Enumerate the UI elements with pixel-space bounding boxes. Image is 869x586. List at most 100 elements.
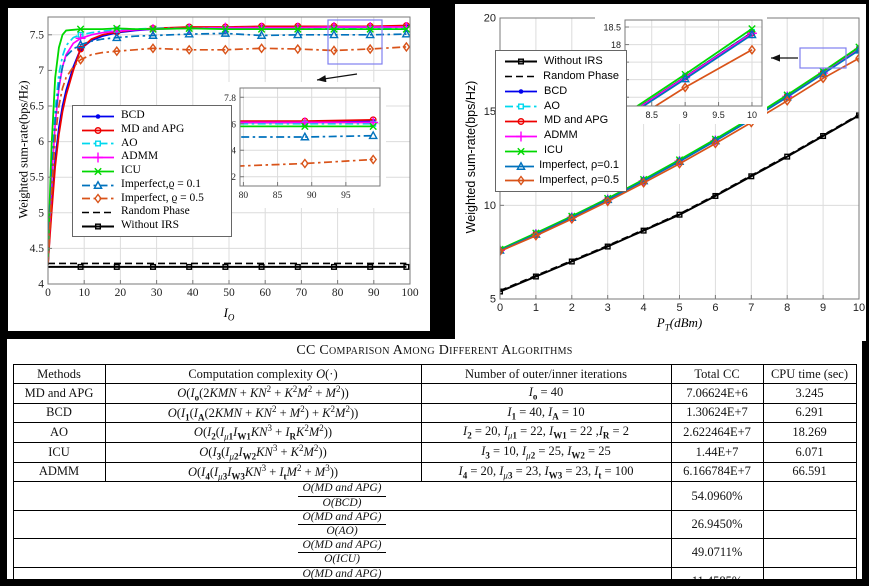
series-icu [48,27,407,265]
column-header: Methods [12,364,106,384]
ratio-numerator: O(MD and APG) [298,483,386,497]
x-tick-label: 30 [151,287,163,299]
x-axis-label: IO [223,305,235,323]
legend-item-without-irs: Without IRS [503,55,619,67]
legend-label: BCD [544,84,568,97]
cell-ratio-value: 26.9450% [670,509,764,540]
legend-label: MD and APG [544,114,609,127]
x-tick-label: 5 [676,302,682,314]
cell-ratio-value: 11.4585% [670,566,764,579]
legend-label: BCD [121,109,145,122]
legend-label: ICU [544,144,563,157]
table-row: BCD O(I1(IA(2KMN + KN2 + M2) + K2M2)) I1 =… [12,402,857,424]
legend-label: Without IRS [121,219,179,232]
legend-label: Random Phase [543,69,619,82]
cell-total_cc: 1.30624E+7 [670,402,764,424]
y-tick-label: 5.5 [30,172,45,184]
cell-complexity: O(I3(Iμ2IW2KN3 + K2M2)) [104,441,422,463]
legend-label: AO [121,136,138,149]
cell-method: MD and APG [12,383,106,404]
cell-empty [762,566,857,579]
legend-item-admm: ADMM [80,151,224,163]
x-tick-label: 95 [341,191,351,201]
legend-label: MD and APG [121,122,185,135]
x-tick-label: 7 [748,302,754,314]
legend-swatch-random-phase [505,76,537,78]
legend-item-icu: ICU [80,165,224,177]
cell-iterations: I4 = 20, Iμ3 = 23, IW3 = 23, It = 100 [420,461,672,483]
y-tick-label: 5 [38,207,44,219]
legend-item-bcd: BCD [503,85,619,97]
legend-swatch-icu [505,147,537,155]
legend-item-imperfect-0-5: Imperfect, ϱ = 0.5 [80,192,224,205]
legend-swatch-admm [505,131,537,142]
legend-label: ICU [121,164,141,177]
y-tick-label: 7.5 [30,29,45,41]
legend-swatch-imperfect-0-5 [505,175,535,187]
x-tick-label: 90 [368,287,380,299]
cell-iterations: Io = 40 [420,383,672,404]
legend-swatch-ao [505,103,537,110]
cell-complexity: O(Io(2KMN + KN2 + K2M2 + M2)) [104,383,422,404]
y-axis-label: Weighted sum-rate(bps/Hz) [16,79,31,219]
x-tick-label: 10 [747,110,757,120]
y-tick-label: 4 [38,279,44,291]
ratio-denominator: O(ICU) [324,553,360,566]
legend-item-imperfect-0-1: Imperfect, ρ=0.1 [503,160,619,172]
legend-label: AO [544,99,560,112]
callout-rect [327,19,383,65]
table-row: MD and APG O(Io(2KMN + KN2 + K2M2 + M2)) I… [12,383,857,404]
table-row: ICU O(I3(Iμ2IW2KN3 + K2M2)) I3 = 10, Iμ2 =… [12,441,857,463]
legend-item-admm: ADMM [503,130,619,142]
legend-swatch-ao [82,140,114,147]
y-tick-label: 18.5 [603,23,621,33]
cell-iterations: I1 = 40, IA = 10 [420,402,672,424]
legend-label: Random Phase [121,205,190,218]
x-tick-label: 6 [712,302,718,314]
cell-method: AO [12,422,106,443]
ratio-row: O(MD and APG) O(ICU) 49.0711% [12,538,857,568]
cell-total_cc: 1.44E+7 [670,441,764,463]
ratio-numerator: O(MD and APG) [298,568,385,579]
cell-total_cc: 2.622464E+7 [670,422,764,443]
cell-cpu_time: 66.591 [762,461,857,483]
series-random-phase [500,113,859,292]
cell-empty [762,538,857,568]
x-tick-label: 20 [115,287,127,299]
legend-item-ao: AO [80,137,224,149]
cell-iterations: I2 = 20, Iμ1 = 22, IW1 = 22 ,IR = 2 [420,422,672,443]
x-tick-label: 9 [683,110,688,120]
ratio-denominator: O(BCD) [322,496,362,509]
legend-item-imperfect-0-5: Imperfect, ρ=0.5 [503,174,619,187]
cell-ratio-expression: O(MD and APG) O(ICU) [12,538,672,568]
table-row: ADMM O(I4(Iμ3IW3KN3 + ItM2 + M3)) I4 = 20,… [12,461,857,483]
cell-ratio-value: 54.0960% [670,481,764,511]
cell-total_cc: 6.166784E+7 [670,461,764,483]
column-header: Total CC [670,364,764,384]
legend-label: Imperfect,ϱ = 0.1 [121,177,202,190]
y-tick-label: 10 [484,200,496,212]
x-tick-label: 0 [45,287,51,299]
ratio-row: O(MD and APG) O(BCD) 54.0960% [12,481,857,511]
cell-method: ADMM [12,461,106,483]
x-axis-label: PT(dBm) [656,315,703,333]
x-tick-label: 3 [605,302,611,314]
y-tick-label: 7.8 [224,94,236,104]
x-tick-label: 40 [187,287,199,299]
x-tick-label: 100 [401,287,419,299]
series-imperfect-0-5 [48,46,407,265]
table-panel: CC Comparison Among Different Algorithms… [7,339,862,579]
legend-swatch-admm [82,152,114,163]
legend-item-md-and-apg: MD and APG [503,115,619,127]
y-tick-label: 7 [38,65,44,77]
callout-arrowhead [317,75,327,83]
series-md-and-apg [48,24,407,265]
column-header: CPU time (sec) [762,364,857,384]
cell-empty [762,481,857,511]
cell-empty [762,509,857,540]
cell-cpu_time: 18.269 [762,422,857,443]
cell-method: ICU [12,441,106,463]
y-tick-label: 18 [611,40,621,50]
x-tick-label: 70 [296,287,308,299]
legend-swatch-imperfect-0-1 [505,160,535,170]
